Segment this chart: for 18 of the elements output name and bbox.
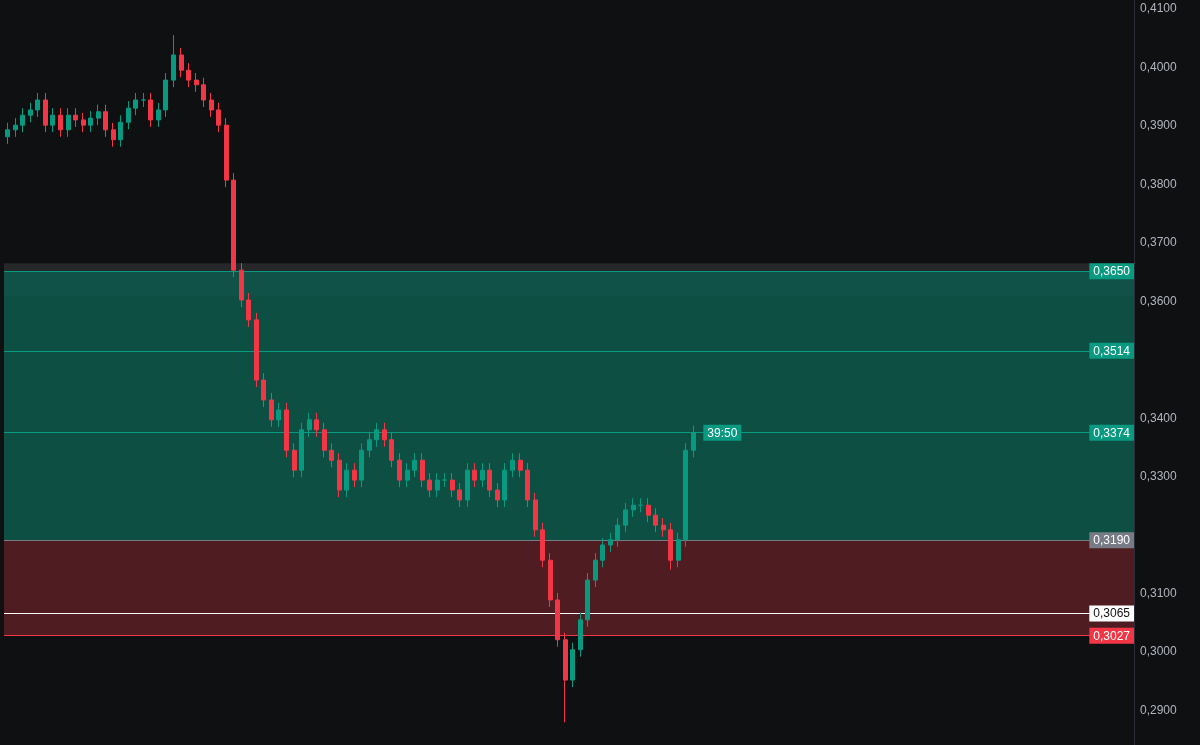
y-tick-label: 0,3300 <box>1140 469 1178 483</box>
ref-line-label: 0,3190 <box>1093 533 1131 548</box>
ref-line-label: 0,3065 <box>1093 606 1131 621</box>
ref-line-label: 0,3514 <box>1093 343 1131 358</box>
y-tick-label: 0,4000 <box>1140 59 1178 74</box>
ref-line-label: 0,3650 <box>1093 264 1131 279</box>
y-tick-label: 0,3800 <box>1140 176 1178 191</box>
y-tick-label: 0,3400 <box>1140 410 1178 425</box>
y-tick-label: 0,4100 <box>1140 1 1178 16</box>
y-tick-label: 0,3700 <box>1140 235 1178 250</box>
ref-line-label: 0,3027 <box>1093 628 1131 643</box>
annotation: 39:50 <box>707 425 738 440</box>
y-tick-label: 0,3000 <box>1140 644 1178 659</box>
y-tick-label: 0,3100 <box>1140 585 1178 600</box>
ref-line-label: 0,3374 <box>1093 425 1131 440</box>
y-tick-label: 0,3600 <box>1140 293 1178 308</box>
y-tick-label: 0,2900 <box>1140 702 1178 717</box>
y-tick-label: 0,3900 <box>1140 118 1178 133</box>
